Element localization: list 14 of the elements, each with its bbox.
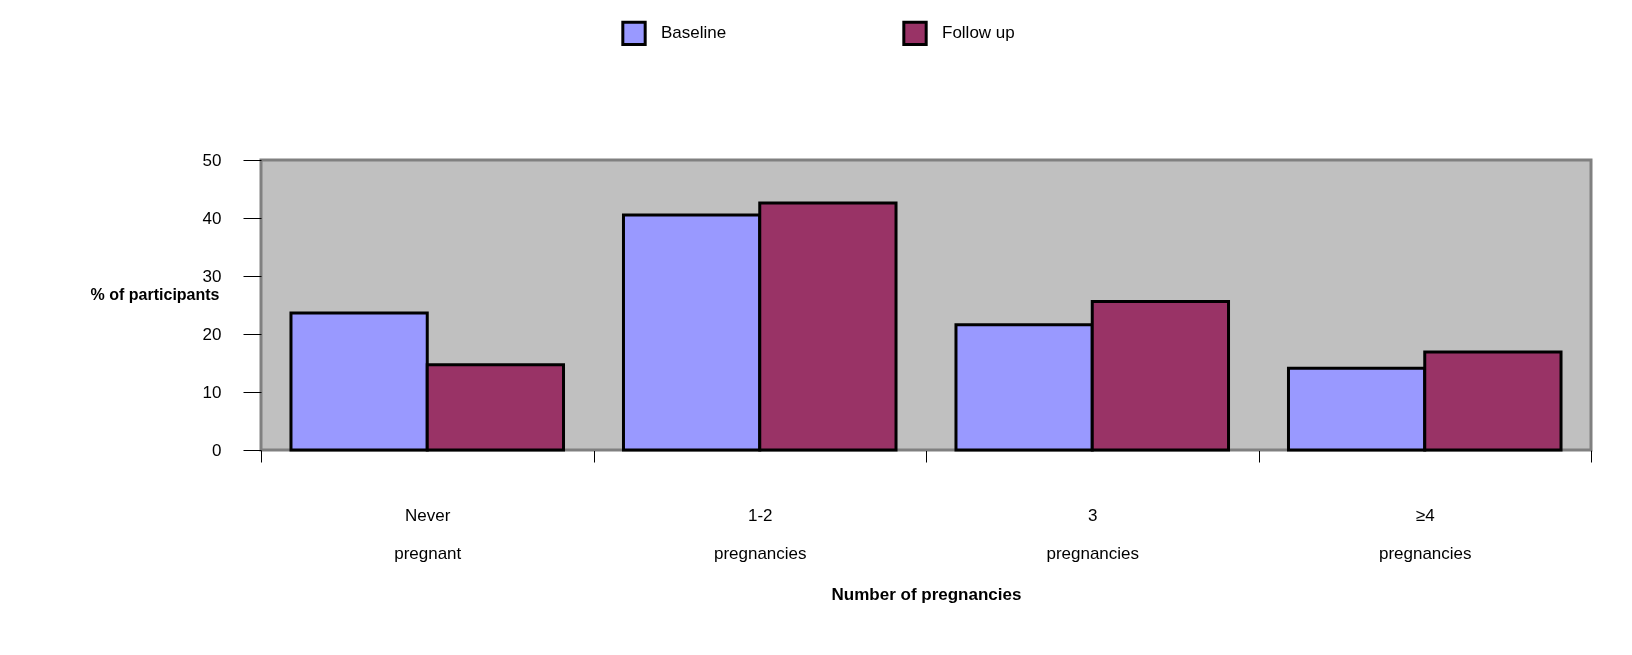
y-tick-label: 40 xyxy=(202,208,222,228)
x-axis-title: Number of pregnancies xyxy=(831,584,1022,604)
y-tick-label: 50 xyxy=(202,150,222,170)
y-tick-label: 30 xyxy=(202,266,222,286)
y-axis-title: % of participants xyxy=(90,285,220,303)
x-tick-label: ≥4 pregnancies xyxy=(1378,505,1472,563)
x-tick-label: Never pregnant xyxy=(394,505,462,563)
y-tick-label: 10 xyxy=(202,382,222,402)
y-tick-label: 0 xyxy=(212,440,222,460)
legend-label: Follow up xyxy=(942,23,1015,43)
y-tick-label: 20 xyxy=(202,324,222,344)
x-tick-label: 1-2 pregnancies xyxy=(713,505,807,563)
x-tick-label: 3 pregnancies xyxy=(1046,505,1140,563)
legend-label: Baseline xyxy=(661,23,727,43)
